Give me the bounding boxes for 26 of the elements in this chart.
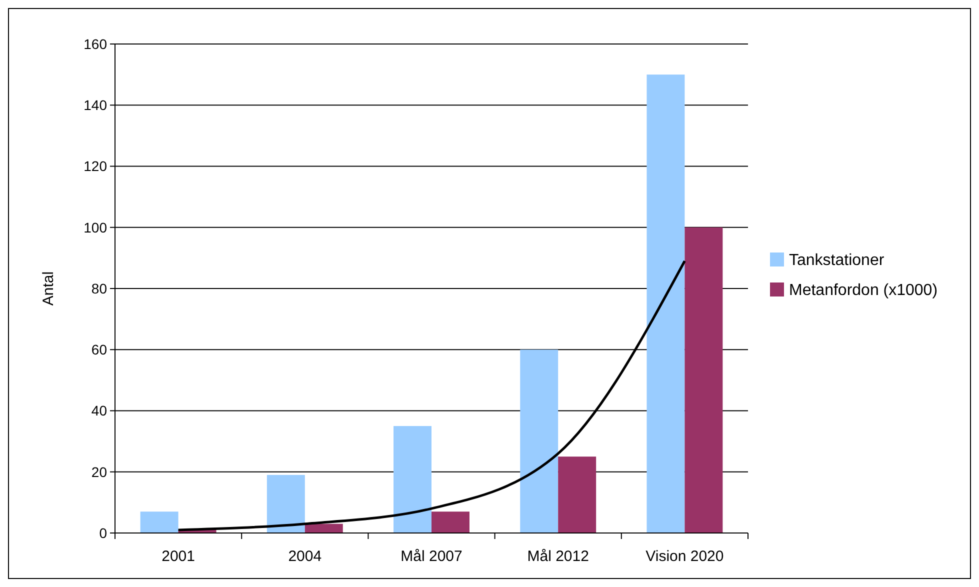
legend-label: Metanfordon (x1000) bbox=[789, 282, 938, 300]
y-tick-label: 80 bbox=[91, 280, 108, 296]
x-tick-label: Mål 2012 bbox=[527, 548, 589, 565]
bar bbox=[646, 74, 685, 533]
y-tick-label: 0 bbox=[99, 524, 108, 541]
y-tick-label: 20 bbox=[91, 464, 108, 480]
y-tick-label: 60 bbox=[91, 342, 108, 358]
bar bbox=[520, 350, 558, 533]
y-axis-title: Antal bbox=[40, 271, 57, 306]
y-tick-label: 140 bbox=[84, 97, 108, 114]
bar bbox=[394, 426, 432, 533]
x-tick-label: 2001 bbox=[162, 548, 195, 565]
y-tick-label: 40 bbox=[91, 402, 108, 419]
x-tick-label: Mål 2007 bbox=[400, 548, 462, 565]
y-tick-label: 100 bbox=[84, 219, 108, 236]
legend-label: Tankstationer bbox=[789, 252, 885, 270]
bar bbox=[684, 227, 723, 533]
y-tick-label: 120 bbox=[84, 158, 108, 174]
y-tick-label: 160 bbox=[84, 36, 108, 52]
bar bbox=[266, 474, 305, 533]
x-tick-label: 2004 bbox=[288, 548, 322, 565]
bar bbox=[558, 456, 596, 533]
x-tick-label: Vision 2020 bbox=[646, 548, 724, 565]
bar bbox=[304, 524, 343, 533]
bar bbox=[140, 512, 178, 533]
bar bbox=[432, 512, 470, 533]
